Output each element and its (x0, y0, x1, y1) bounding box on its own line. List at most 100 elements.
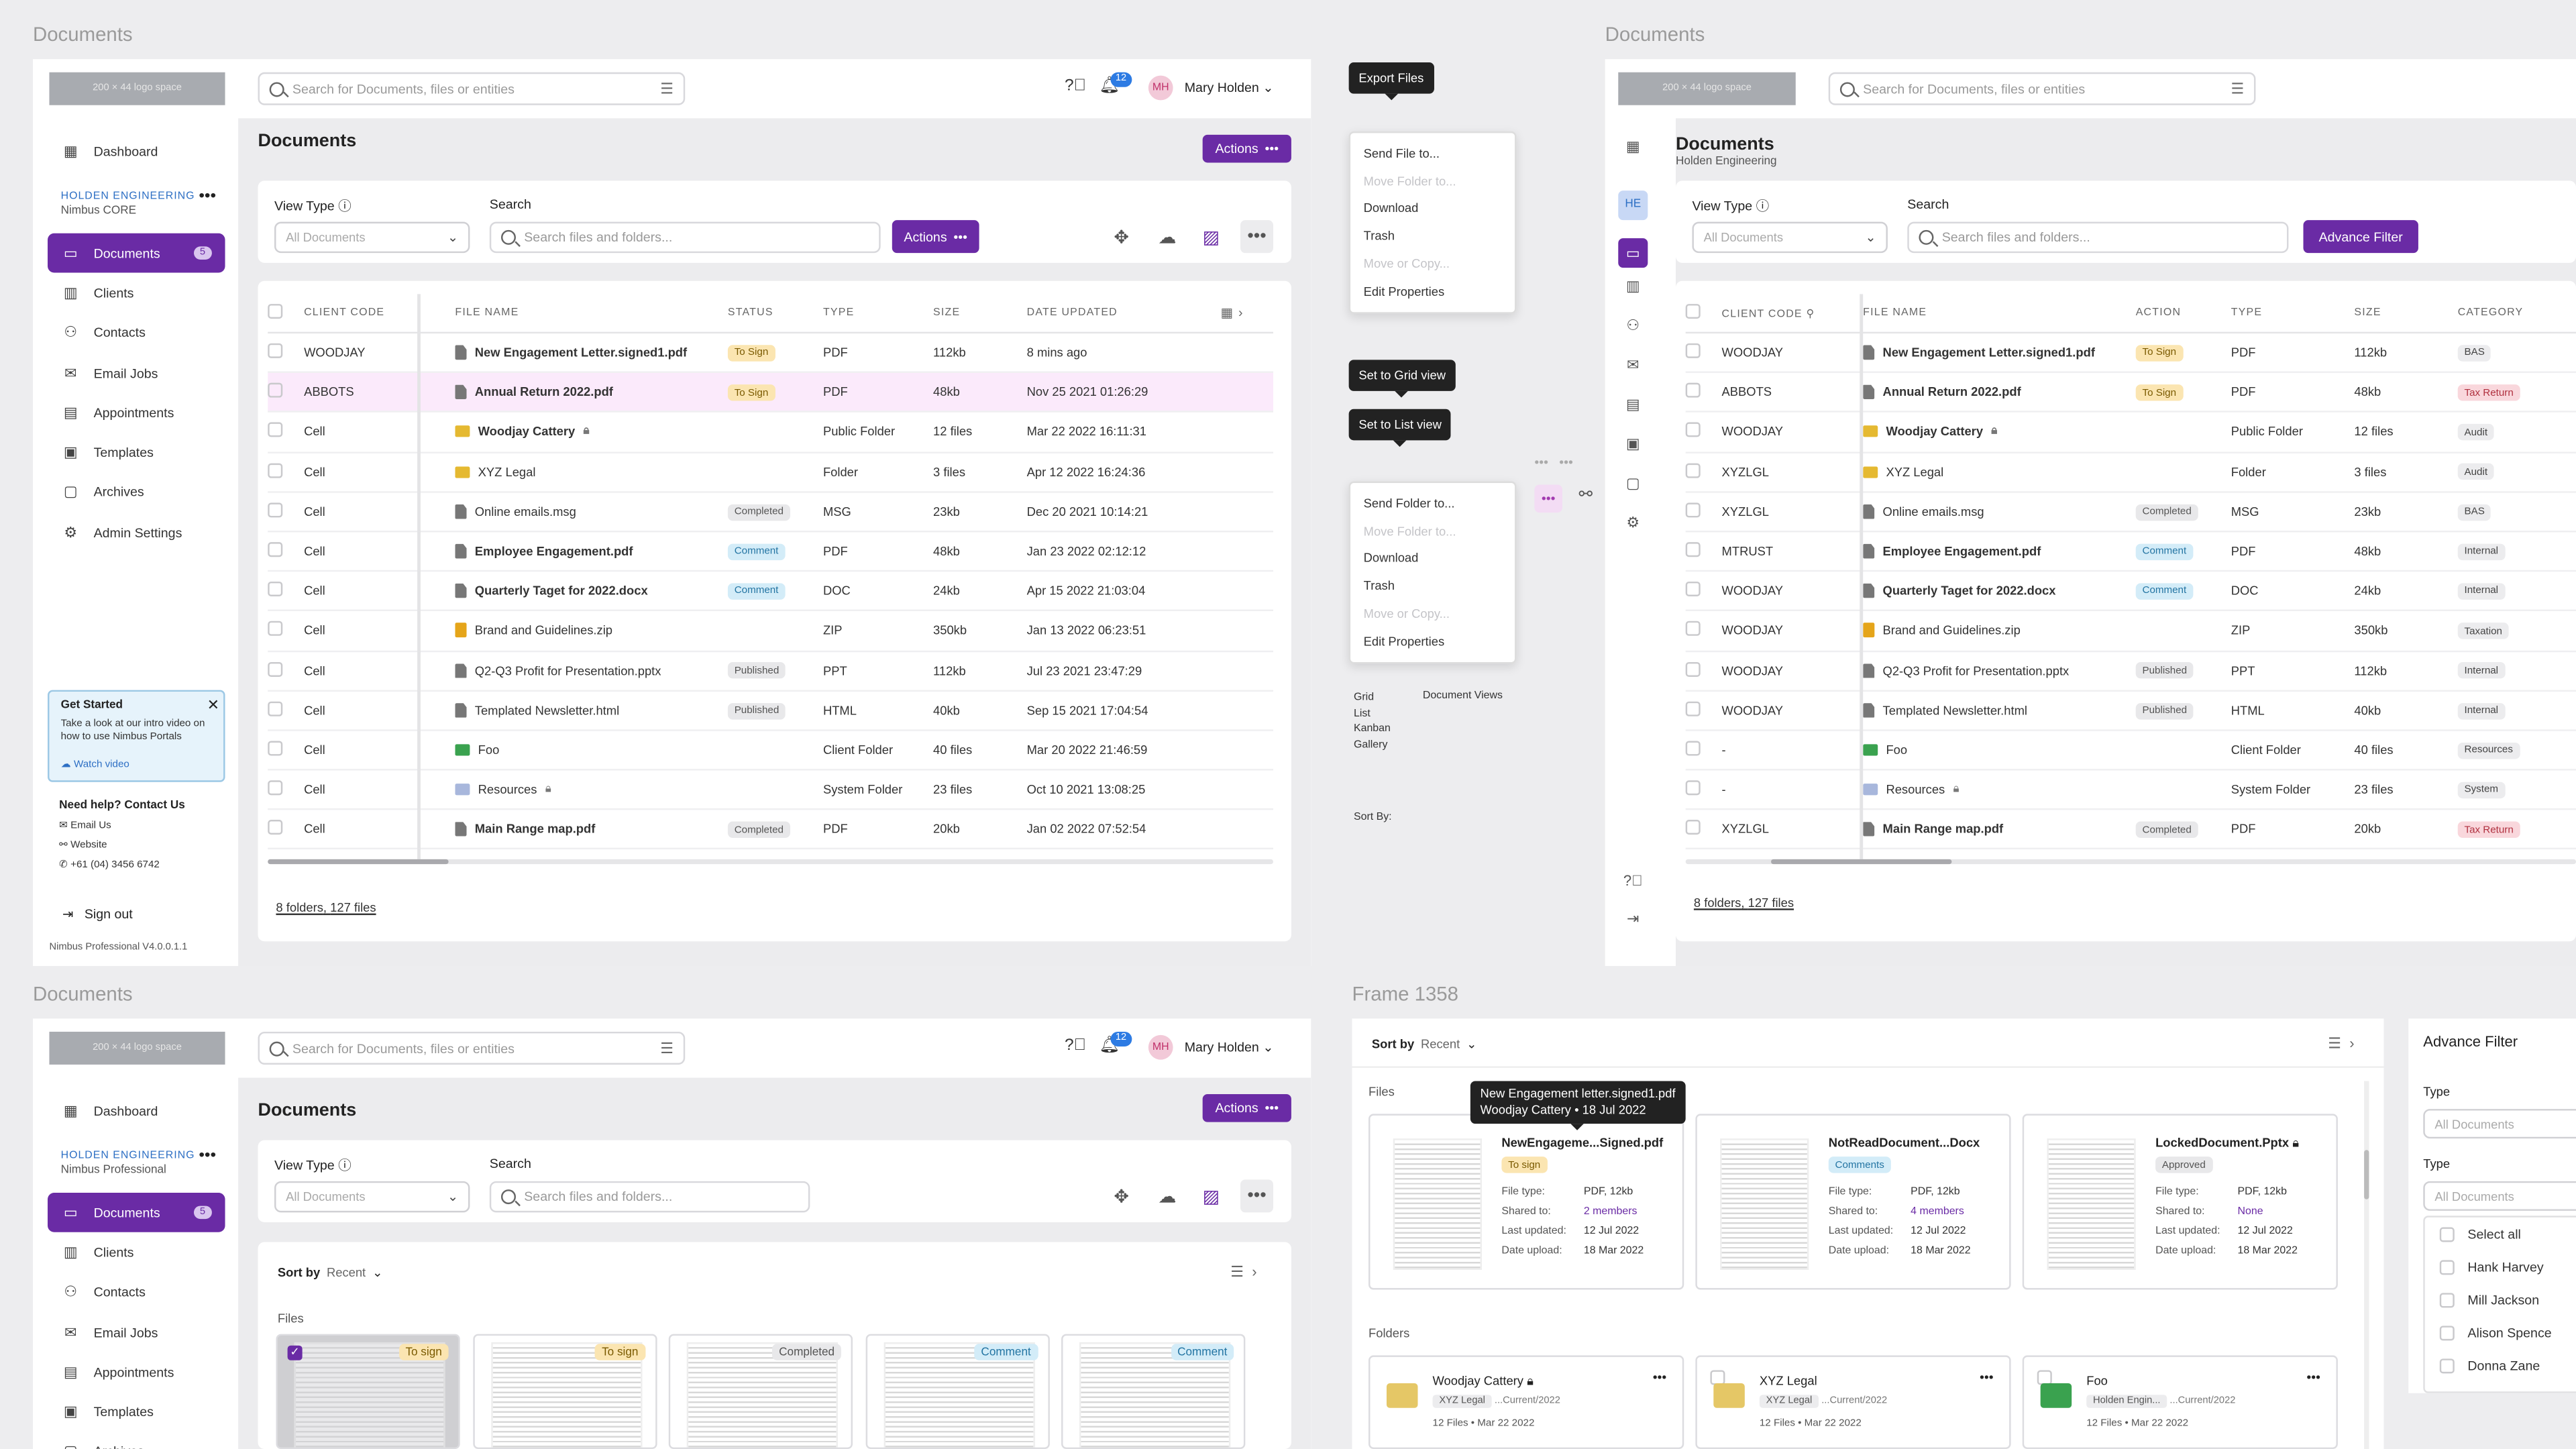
select-all-checkbox[interactable] (268, 304, 283, 319)
more-options-button-active[interactable]: ••• (1534, 484, 1562, 513)
row-checkbox[interactable] (268, 621, 283, 637)
menu-item[interactable]: Edit Properties (1363, 634, 1445, 649)
file-card[interactable]: NewEngageme...Signed.pdf To sign File ty… (1368, 1114, 1684, 1290)
file-name[interactable]: Employee Engagement.pdf (474, 543, 633, 559)
file-name[interactable]: Brand and Guidelines.zip (474, 623, 613, 639)
file-name[interactable]: Brand and Guidelines.zip (1882, 623, 2021, 639)
column-header[interactable]: STATUS (727, 307, 773, 319)
menu-item[interactable]: Send File to... (1363, 146, 1440, 161)
table-row[interactable]: Cell Q2-Q3 Profit for Presentation.pptx Pu… (268, 651, 1273, 692)
column-header[interactable]: TYPE (2231, 307, 2263, 319)
table-row[interactable]: WOODJAY New Engagement Letter.signed1.pdf… (268, 333, 1273, 374)
table-row[interactable]: WOODJAY Woodjay Cattery 🔒︎ Public Folder 12 … (1685, 413, 2576, 453)
folder-name[interactable]: Foo (2086, 1373, 2108, 1389)
file-name[interactable]: Q2-Q3 Profit for Presentation.pptx (474, 663, 661, 678)
file-name[interactable]: Main Range map.pdf (474, 822, 596, 837)
sidebar-item-archives[interactable]: ▢ Archives (48, 473, 225, 513)
sidebar-item-contacts[interactable]: ⚇ Contacts (48, 1273, 225, 1313)
column-header[interactable]: SIZE (933, 307, 961, 319)
more-options-button[interactable]: ••• (1240, 220, 1273, 254)
new-document-icon[interactable]: ▨ (1202, 228, 1220, 248)
more-icon[interactable]: ••• (199, 1146, 217, 1165)
user-name[interactable]: Mary Holden ⌄ (1184, 1040, 1274, 1055)
file-name[interactable]: LockedDocument.Pptx 🔒︎ (2155, 1135, 2300, 1150)
view-option[interactable]: Grid (1353, 692, 1375, 704)
row-checkbox[interactable] (268, 383, 283, 398)
file-name[interactable]: NewEngageme...Signed.pdf (1501, 1135, 1664, 1150)
sidebar-item-admin-settings[interactable]: ⚙ Admin Settings (48, 513, 225, 553)
sidebar-item-documents[interactable]: ▭ Documents 5 (48, 233, 225, 274)
type-select[interactable]: All Documents (2423, 1109, 2576, 1139)
folder-icon[interactable]: ▭ (1618, 238, 1648, 268)
move-icon[interactable]: ✥ (1114, 228, 1129, 248)
filter-option[interactable]: Mill Jackson (2439, 1293, 2539, 1308)
user-name[interactable]: Mary Holden ⌄ (1184, 80, 1274, 96)
row-checkbox[interactable] (268, 661, 283, 676)
more-icon[interactable]: ••• ••• (1534, 455, 1573, 470)
table-row[interactable]: Cell Woodjay Cattery 🔒︎ Public Folder 12 fil… (268, 413, 1273, 453)
folder-card[interactable]: XYZ Legal XYZ Legal ...Current/2022 12 F… (1695, 1355, 2011, 1449)
sidebar-item-templates[interactable]: ▣ Templates (48, 433, 225, 473)
column-header[interactable]: CLIENT CODE (304, 307, 385, 319)
row-checkbox[interactable] (268, 780, 283, 796)
view-type-select[interactable]: All Documents ⌄ (274, 1181, 470, 1213)
row-checkbox[interactable] (1685, 701, 1701, 716)
list-view-icon[interactable]: ☰ › (1230, 1263, 1257, 1280)
row-checkbox[interactable] (268, 701, 283, 716)
file-name[interactable]: Woodjay Cattery (478, 424, 576, 440)
mail-icon[interactable]: ✉ (1627, 356, 1640, 373)
table-row[interactable]: Cell Templated Newsletter.html Published HT… (268, 691, 1273, 731)
sidebar-item-appointments[interactable]: ▤ Appointments (48, 393, 225, 433)
vertical-scrollbar[interactable] (2364, 1081, 2369, 1449)
table-row[interactable]: Cell Quarterly Taget for 2022.docx Comment… (268, 572, 1273, 612)
row-checkbox[interactable] (268, 423, 283, 438)
row-checkbox[interactable] (1685, 582, 1701, 597)
horizontal-scrollbar[interactable] (268, 859, 1273, 865)
file-name[interactable]: Annual Return 2022.pdf (1882, 384, 2021, 400)
more-icon[interactable]: ••• (199, 187, 217, 206)
filter-option[interactable]: Hank Harvey (2439, 1260, 2544, 1275)
file-name[interactable]: Online emails.msg (1882, 504, 1984, 519)
file-thumbnail-card[interactable]: Completed (668, 1334, 853, 1449)
table-row[interactable]: - Resources 🔒︎ System Folder 23 files System (1685, 771, 2576, 810)
table-row[interactable]: Cell XYZ Legal Folder 3 files Apr 12 2022 16… (268, 453, 1273, 493)
file-name[interactable]: XYZ Legal (1886, 464, 1944, 480)
column-header[interactable]: CLIENT CODE ⚲ (1721, 308, 1815, 320)
file-card[interactable]: NotReadDocument...Docx Comments File typ… (1695, 1114, 2011, 1290)
move-icon[interactable]: ✥ (1114, 1187, 1129, 1208)
table-row[interactable]: Cell Foo Client Folder 40 files Mar 20 2022 … (268, 731, 1273, 771)
row-checkbox[interactable] (1685, 462, 1701, 478)
upload-cloud-icon[interactable]: ☁ (1158, 1187, 1177, 1208)
folder-card[interactable]: Foo Holden Engin... ...Current/2022 12 F… (2022, 1355, 2338, 1449)
row-checkbox[interactable] (1685, 343, 1701, 359)
filter-option[interactable]: Donna Zane (2439, 1358, 2540, 1374)
building-icon[interactable]: ▥ (1625, 277, 1640, 294)
view-type-select[interactable]: All Documents ⌄ (1692, 221, 1888, 254)
file-name[interactable]: Resources (1886, 782, 1945, 798)
sidebar-item-contacts[interactable]: ⚇ Contacts (48, 313, 225, 354)
help-icon[interactable]: ?⃝ (1064, 1036, 1086, 1055)
column-header[interactable]: TYPE (822, 307, 855, 319)
sidebar-item-appointments[interactable]: ▤ Appointments (48, 1352, 225, 1393)
row-checkbox[interactable] (1685, 780, 1701, 796)
view-option[interactable]: Kanban (1353, 723, 1391, 735)
file-name[interactable]: Foo (1886, 742, 1908, 757)
menu-item[interactable]: Send Folder to... (1363, 496, 1455, 511)
dashboard-icon[interactable]: ▦ (1625, 138, 1640, 155)
select-all-checkbox[interactable] (1685, 304, 1701, 319)
advance-filter-button[interactable]: Advance Filter (2303, 220, 2418, 254)
table-row[interactable]: WOODJAY New Engagement Letter.signed1.pdf… (1685, 333, 2576, 374)
table-row[interactable]: XYZLGL Main Range map.pdf Completed PDF 20kb… (1685, 810, 2576, 851)
sidebar-item-documents[interactable]: ▭ Documents 5 (48, 1192, 225, 1233)
sidebar-item-archives[interactable]: ▢ Archives (48, 1432, 225, 1449)
people-icon[interactable]: ⚇ (1626, 317, 1640, 334)
column-header[interactable]: ACTION (2135, 307, 2182, 319)
email-us-link[interactable]: ✉ Email Us (59, 820, 111, 832)
checked-checkbox[interactable]: ✓ (287, 1345, 303, 1360)
menu-item[interactable]: Trash (1363, 578, 1395, 594)
list-icon[interactable]: ☰ (660, 79, 674, 97)
file-name[interactable]: Online emails.msg (474, 504, 576, 519)
view-option[interactable]: List (1353, 707, 1371, 719)
row-checkbox[interactable] (1685, 820, 1701, 835)
file-name[interactable]: Woodjay Cattery (1886, 424, 1984, 440)
